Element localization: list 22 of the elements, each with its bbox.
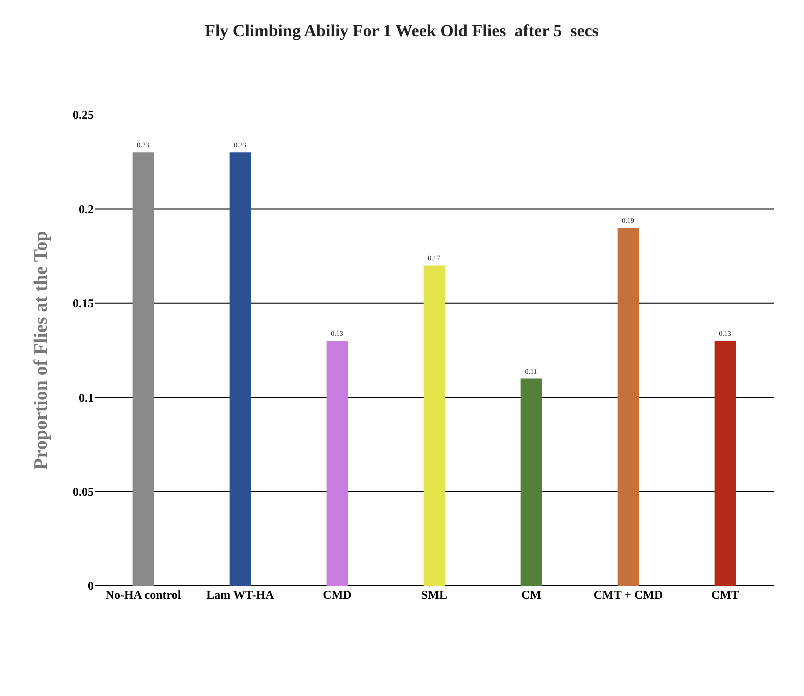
y-tick-label: 0.2 bbox=[79, 202, 94, 216]
bar bbox=[618, 228, 640, 586]
y-axis-title: Proportion of Flies at the Top bbox=[30, 231, 52, 470]
x-tick-label: CMT + CMD bbox=[594, 588, 664, 602]
x-tick-label: SML bbox=[421, 588, 448, 602]
y-tick-label: 0.05 bbox=[73, 485, 94, 499]
y-tick-label: 0.15 bbox=[73, 296, 94, 311]
x-tick-label: CMD bbox=[323, 588, 352, 602]
bar bbox=[520, 378, 542, 586]
y-tick-label: 0.1 bbox=[79, 390, 94, 405]
bar bbox=[424, 266, 446, 586]
chart-title: Fly Climbing Abiliy For 1 Week Old Flies after 5 secs bbox=[205, 21, 600, 40]
x-tick-label: Lam WT-HA bbox=[206, 588, 275, 602]
x-tick-label: No-HA control bbox=[106, 588, 182, 602]
x-tick-label: CM bbox=[522, 588, 542, 602]
x-tick-label: CMT bbox=[712, 588, 740, 602]
y-tick-label: 0 bbox=[88, 579, 94, 594]
bar bbox=[230, 152, 252, 586]
bar bbox=[326, 341, 348, 586]
y-tick-label: 0.25 bbox=[73, 108, 94, 122]
bar bbox=[714, 341, 736, 586]
bar bbox=[132, 152, 154, 586]
